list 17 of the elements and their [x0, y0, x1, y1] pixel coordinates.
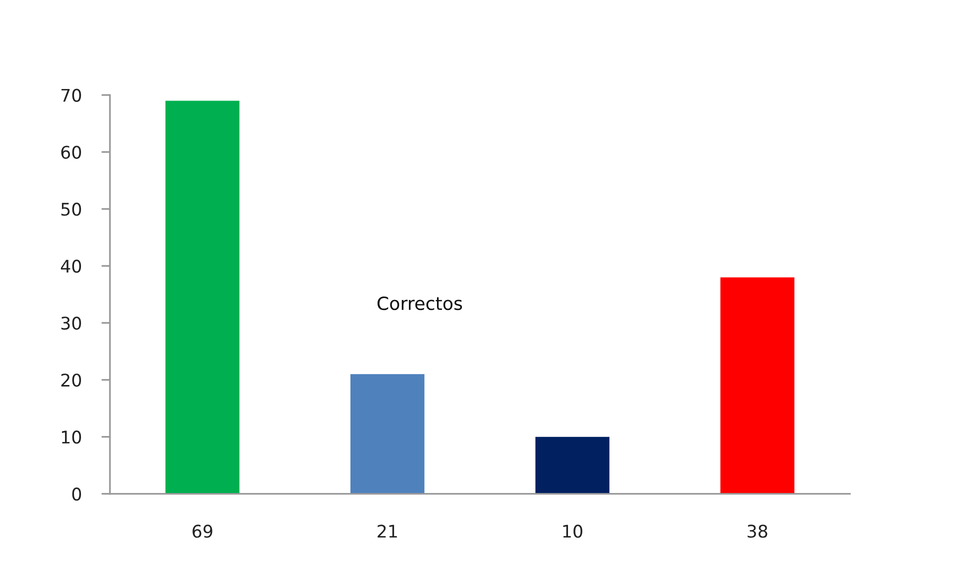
y-tick-label: 40 [60, 260, 82, 273]
bar [720, 277, 794, 494]
y-tick-label: 10 [62, 430, 82, 444]
bar [350, 374, 424, 494]
x-tick-label: 21 [378, 524, 397, 538]
x-tick-label: 10 [563, 524, 582, 538]
annotation: Correctos [378, 296, 462, 310]
bar [165, 100, 240, 494]
y-tick-label: 20 [61, 374, 82, 387]
y-tick-label: 30 [61, 316, 82, 330]
y-tick-label: 50 [61, 202, 82, 216]
bar [535, 436, 610, 494]
y-tick-label: 70 [61, 88, 82, 102]
y-tick-label: 0 [72, 488, 82, 501]
x-tick-label: 38 [748, 524, 768, 538]
y-tick-label: 60 [61, 146, 82, 159]
x-tick-label: 69 [192, 524, 212, 538]
